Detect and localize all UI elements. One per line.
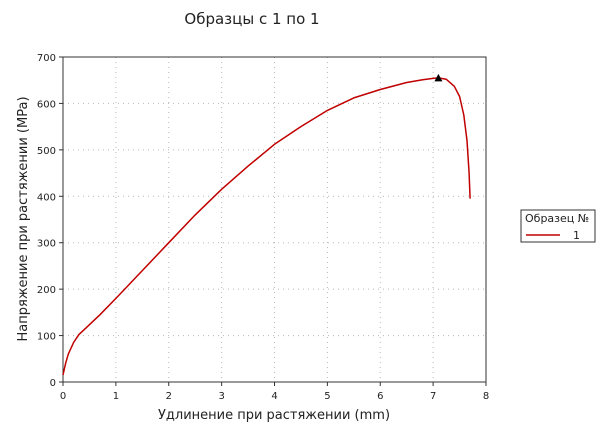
y-tick-label: 700	[37, 53, 56, 64]
x-tick-label: 1	[113, 391, 119, 402]
y-tick-label: 400	[37, 192, 56, 203]
y-axis: 0 100 200 300 400 500 600 700	[37, 53, 63, 389]
legend-box	[520, 209, 596, 243]
legend: Образец № 1	[520, 209, 596, 243]
y-tick-label: 200	[37, 285, 56, 296]
x-tick-label: 5	[324, 391, 330, 402]
x-tick-label: 8	[483, 391, 489, 402]
y-tick-label: 100	[37, 332, 56, 343]
x-tick-label: 0	[60, 391, 66, 402]
legend-title: Образец №	[525, 212, 589, 225]
x-axis: 0 1 2 3 4 5 6 7 8	[60, 382, 489, 402]
series-line-1	[62, 77, 471, 376]
chart-title: Образцы с 1 по 1	[184, 10, 319, 28]
y-axis-label: Напряжение при растяжении (MPa)	[16, 96, 31, 341]
y-tick-label: 0	[50, 378, 56, 389]
y-tick-label: 300	[37, 239, 56, 250]
x-axis-label: Удлинение при растяжении (mm)	[158, 408, 390, 423]
x-tick-label: 6	[377, 391, 383, 402]
x-tick-label: 4	[271, 391, 277, 402]
marker-group	[434, 73, 443, 82]
x-tick-label: 7	[430, 391, 436, 402]
max-point-marker	[434, 73, 443, 82]
x-tick-label: 3	[218, 391, 224, 402]
legend-entry-label: 1	[573, 229, 580, 242]
y-tick-label: 500	[37, 146, 56, 157]
x-tick-label: 2	[166, 391, 172, 402]
plot-area	[62, 56, 487, 383]
grid	[63, 57, 486, 382]
series-group	[62, 77, 471, 376]
y-tick-label: 600	[37, 99, 56, 110]
